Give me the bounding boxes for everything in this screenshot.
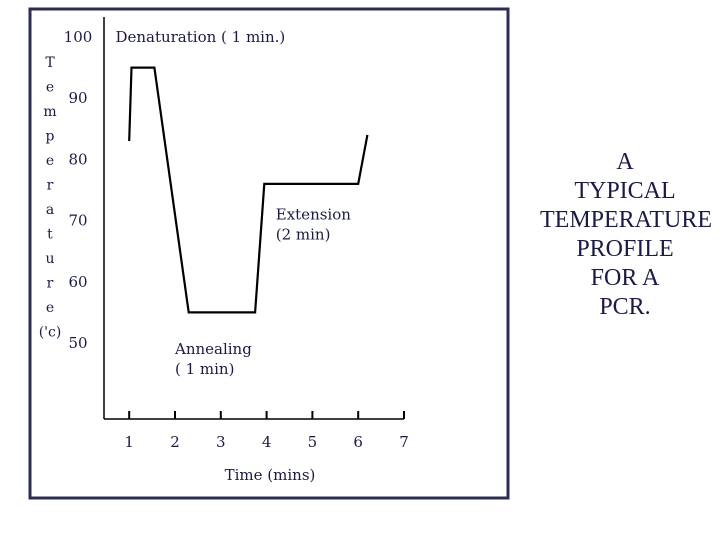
side-title-line: A (616, 149, 634, 175)
y-tick-label: 80 (68, 150, 87, 168)
y-axis-label-letter: a (46, 202, 54, 218)
phase-annotation: Annealing( 1 min) (174, 340, 252, 378)
side-title-line: TYPICAL (574, 178, 676, 204)
y-axis-label-letter: r (47, 178, 54, 194)
side-title-line: PROFILE (576, 236, 674, 262)
y-axis-label-letter: m (43, 104, 56, 120)
x-tick-label: 2 (170, 433, 180, 451)
temperature-profile-line (128, 66, 369, 314)
y-axis-label-letter: p (46, 129, 55, 145)
phase-annotation: Extension (2 min) (276, 205, 352, 243)
x-tick-label: 4 (262, 433, 272, 451)
y-axis-label-letter: e (46, 300, 54, 316)
y-axis-label-letter: r (47, 276, 54, 292)
x-tick-label: 3 (216, 433, 226, 451)
y-tick-label: 60 (68, 273, 87, 291)
y-axis-label-letter: t (47, 227, 53, 243)
y-tick-label: 100 (64, 28, 93, 46)
phase-annotation: Denaturation ( 1 min.) (115, 28, 285, 46)
y-tick-label: 70 (68, 212, 87, 230)
y-axis-label-letter: e (46, 80, 54, 96)
y-tick-label: 50 (68, 334, 87, 352)
side-title-line: FOR A (590, 265, 660, 291)
x-tick-label: 1 (124, 433, 134, 451)
side-title-line: TEMPERATURE (540, 207, 713, 233)
y-tick-label: 90 (68, 89, 87, 107)
x-tick-label: 6 (353, 433, 363, 451)
y-axis-label-letter: T (45, 55, 55, 71)
y-axis-label-letter: ('c) (39, 325, 62, 341)
y-axis-label-letter: u (45, 251, 54, 267)
y-axis-label-letter: e (46, 153, 54, 169)
x-axis-label: Time (mins) (225, 466, 316, 484)
side-title: A TYPICAL TEMPERATURE PROFILE FOR A PCR. (540, 148, 713, 322)
x-tick-label: 7 (399, 433, 409, 451)
side-title-line: PCR. (599, 294, 651, 320)
chart-frame (28, 7, 510, 500)
x-tick-label: 5 (308, 433, 318, 451)
